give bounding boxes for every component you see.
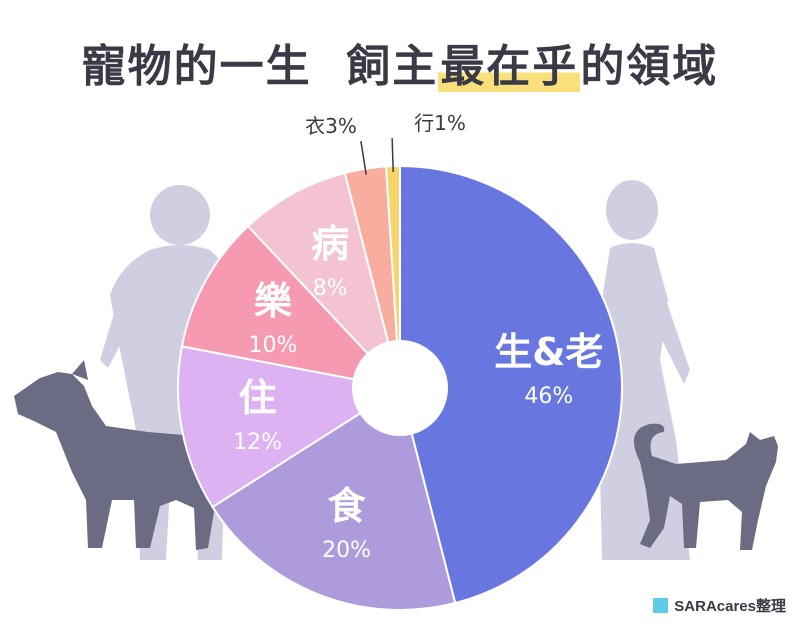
slice-outside-label: 衣3% bbox=[305, 114, 357, 138]
leader-line bbox=[391, 138, 394, 173]
pie-center-hole bbox=[352, 340, 448, 436]
title-highlight: 最在乎 bbox=[438, 41, 581, 92]
page-title: 寵物的一生 飼主最在乎的領域 bbox=[0, 30, 800, 94]
pie-slice bbox=[246, 171, 401, 389]
leader-line bbox=[360, 140, 367, 175]
slice-label: 住 bbox=[239, 376, 277, 420]
credit-swatch bbox=[653, 598, 669, 613]
slice-outside-label: 行1% bbox=[414, 111, 466, 135]
slice-label: 樂 bbox=[254, 279, 293, 323]
slice-label: 病 bbox=[311, 222, 349, 266]
slice-value-label: 12% bbox=[233, 430, 282, 455]
cat-silhouette bbox=[633, 423, 778, 550]
pie-chart bbox=[177, 164, 623, 611]
title-suffix: 的領域 bbox=[580, 41, 719, 92]
pie-slice bbox=[177, 345, 403, 509]
pie-labels: 生&老 46% 食 20% 住 12% 樂 10% 病 8% 衣3% 行1% bbox=[233, 111, 603, 563]
slice-label: 生&老 bbox=[494, 330, 603, 374]
credit: SARAcares整理 bbox=[653, 595, 786, 616]
pie-slice bbox=[211, 386, 457, 611]
slice-label: 食 bbox=[328, 484, 367, 528]
slice-value-label: 8% bbox=[313, 276, 348, 301]
title-prefix: 寵物的一生 飼主 bbox=[81, 41, 439, 92]
pie-slice bbox=[180, 224, 403, 390]
dog-silhouette bbox=[14, 360, 216, 550]
slice-value-label: 20% bbox=[322, 538, 371, 563]
slice-value-label: 46% bbox=[524, 384, 573, 409]
pie-slice bbox=[399, 164, 623, 605]
slice-value-label: 10% bbox=[248, 333, 297, 358]
credit-text: SARAcares整理 bbox=[674, 598, 786, 615]
